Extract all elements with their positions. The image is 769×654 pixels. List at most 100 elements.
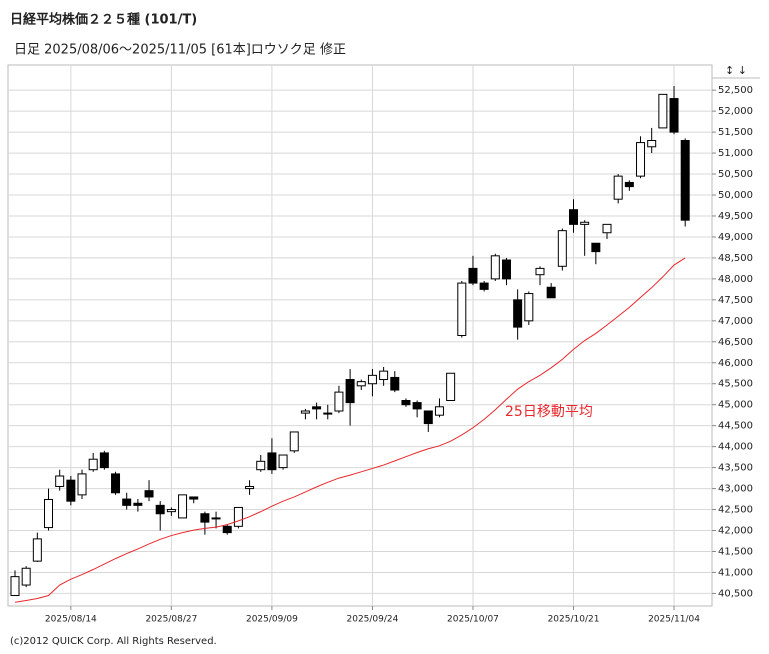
chart-subtitle: 日足 2025/08/06～2025/11/05 [61本]ロウソク足 修正 (14, 43, 346, 58)
candle-body (669, 98, 679, 133)
candle-body (446, 372, 456, 402)
y-tick-label: 52,500 (718, 85, 753, 96)
candle-body (569, 209, 578, 225)
candle-body (278, 454, 288, 469)
candle-body (334, 391, 344, 412)
candle-body (390, 376, 400, 391)
candle-body (99, 452, 109, 469)
y-tick-label: 40,500 (718, 588, 753, 599)
candle-body (55, 475, 65, 487)
y-tick-label: 49,500 (718, 211, 753, 222)
candle-body (658, 93, 668, 129)
candle-body (345, 379, 355, 404)
x-tick-label: 2025/10/21 (548, 615, 600, 625)
series-label: 25日移動平均 (505, 404, 593, 420)
toolbar[interactable]: ↕ ↓ (725, 64, 747, 77)
candle-body (66, 479, 76, 502)
x-tick-label: 2025/11/04 (648, 615, 700, 625)
candle-body (557, 230, 567, 267)
y-tick-label: 45,500 (718, 379, 753, 390)
candle-body (166, 509, 176, 513)
y-tick-label: 51,000 (718, 148, 753, 159)
candle-body (647, 139, 657, 148)
candle-body (267, 452, 277, 471)
candle-body (211, 517, 221, 520)
candle-body (591, 242, 601, 253)
candle-body (44, 498, 54, 529)
candle-body (479, 282, 489, 290)
chart-title: 日経平均株価２２５種 (101/T) (10, 12, 197, 28)
y-tick-label: 49,000 (718, 232, 753, 243)
candle-body (256, 460, 266, 471)
candle-body (379, 370, 389, 381)
y-tick-label: 46,000 (718, 358, 753, 369)
candle-body (111, 473, 121, 494)
candle-body (412, 402, 422, 410)
candle-body (300, 410, 310, 414)
x-tick-label: 2025/10/07 (447, 615, 499, 625)
candle-body (233, 506, 243, 527)
y-tick-label: 42,000 (718, 526, 753, 537)
candle-body (468, 267, 478, 284)
candle-body (501, 259, 511, 280)
candle-body (312, 406, 322, 410)
footer: (c)2012 QUICK Corp. All Rights Reserved. (10, 636, 217, 647)
x-tick-label: 2025/08/27 (145, 615, 197, 625)
x-tick-label: 2025/08/14 (45, 615, 97, 625)
y-tick-label: 41,500 (718, 546, 753, 557)
candle-body (457, 282, 467, 336)
candle-body (178, 494, 188, 519)
y-tick-label: 48,000 (718, 274, 753, 285)
candle-body (21, 567, 31, 586)
candle-body (289, 431, 299, 452)
y-tick-label: 48,500 (718, 253, 753, 264)
y-tick-label: 43,500 (718, 463, 753, 474)
candle-body (323, 412, 333, 415)
candle-body (624, 181, 634, 188)
candle-body (133, 502, 143, 506)
x-tick-label: 2025/09/24 (347, 615, 399, 625)
candle-body (602, 223, 612, 234)
y-tick-label: 43,000 (718, 484, 753, 495)
candle-body (401, 400, 411, 406)
y-tick-label: 50,000 (718, 190, 753, 201)
candle-body (613, 175, 623, 200)
candle-body (535, 267, 545, 276)
y-tick-label: 44,500 (718, 421, 753, 432)
x-tick-label: 2025/09/09 (246, 615, 298, 625)
candle-body (524, 293, 534, 322)
candle-body (245, 485, 255, 490)
candle-body (580, 221, 590, 225)
candle-body (222, 525, 232, 534)
y-tick-label: 47,500 (718, 295, 753, 306)
candle-body (636, 142, 646, 177)
candle-body (144, 490, 154, 498)
candle-body (88, 458, 98, 471)
y-tick-label: 42,500 (718, 505, 753, 516)
candle-body (10, 576, 20, 597)
y-tick-label: 45,000 (718, 400, 753, 411)
candle-body (122, 498, 132, 506)
candle-body (356, 381, 366, 387)
plot-frame (7, 64, 713, 607)
y-tick-label: 52,000 (718, 106, 753, 117)
y-tick-label: 41,000 (718, 567, 753, 578)
candle-body (423, 410, 433, 425)
candle-body (434, 406, 444, 416)
y-tick-label: 51,500 (718, 127, 753, 138)
candle-body (77, 473, 87, 496)
candle-body (490, 255, 500, 280)
y-tick-label: 47,000 (718, 316, 753, 327)
candle-body (189, 496, 199, 500)
candle-body (546, 286, 556, 299)
candle-body (680, 139, 690, 221)
candle-body (367, 374, 377, 385)
candle-body (155, 504, 165, 515)
y-tick-label: 44,000 (718, 442, 753, 453)
y-tick-label: 50,500 (718, 169, 753, 180)
candle-body (200, 513, 210, 523)
candle-body (513, 299, 523, 328)
moving-average-line (14, 257, 686, 603)
